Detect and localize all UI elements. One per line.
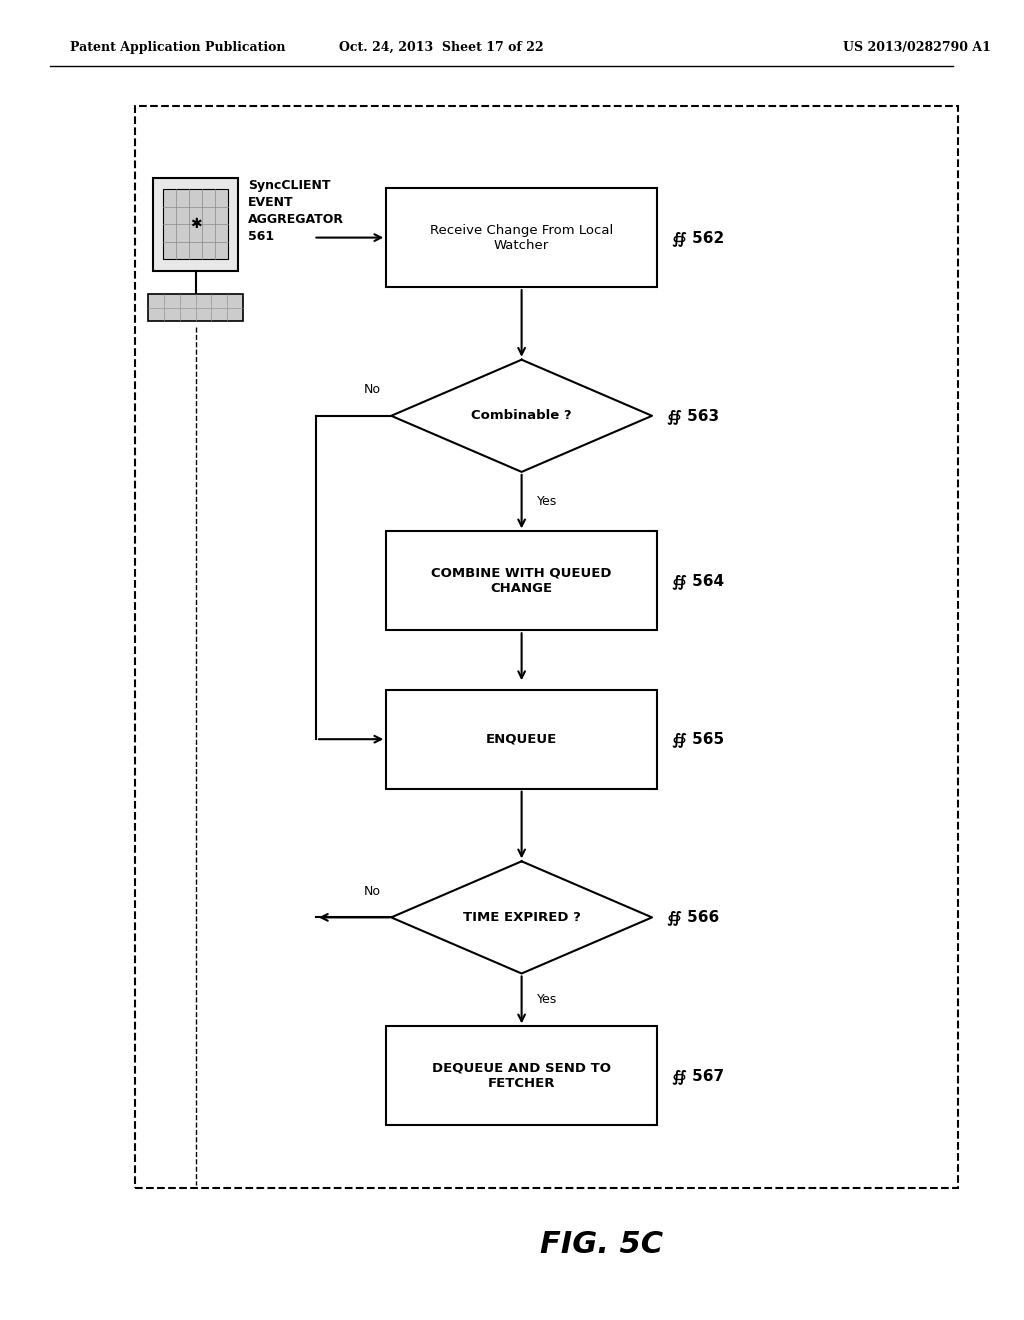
Text: ∯ 566: ∯ 566 xyxy=(667,909,719,925)
Bar xyxy=(153,178,239,271)
Bar xyxy=(135,106,958,1188)
Text: Oct. 24, 2013  Sheet 17 of 22: Oct. 24, 2013 Sheet 17 of 22 xyxy=(339,41,544,54)
Text: No: No xyxy=(365,383,381,396)
Text: ∯ 565: ∯ 565 xyxy=(672,731,724,747)
Text: ∯ 567: ∯ 567 xyxy=(672,1068,724,1084)
Text: Receive Change From Local
Watcher: Receive Change From Local Watcher xyxy=(430,223,613,252)
Text: COMBINE WITH QUEUED
CHANGE: COMBINE WITH QUEUED CHANGE xyxy=(431,566,612,595)
Text: SyncCLIENT
EVENT
AGGREGATOR
561: SyncCLIENT EVENT AGGREGATOR 561 xyxy=(248,180,344,243)
Polygon shape xyxy=(391,862,652,974)
Polygon shape xyxy=(391,359,652,471)
Text: Yes: Yes xyxy=(537,994,557,1006)
Bar xyxy=(386,531,657,630)
Text: ∯ 562: ∯ 562 xyxy=(672,230,724,246)
Text: ✱: ✱ xyxy=(189,218,202,231)
Text: Yes: Yes xyxy=(537,495,557,508)
Text: Combinable ?: Combinable ? xyxy=(471,409,572,422)
Text: US 2013/0282790 A1: US 2013/0282790 A1 xyxy=(843,41,990,54)
Bar xyxy=(163,190,228,260)
Bar xyxy=(386,189,657,288)
Text: Patent Application Publication: Patent Application Publication xyxy=(71,41,286,54)
Text: No: No xyxy=(365,884,381,898)
Bar xyxy=(147,294,244,321)
Text: DEQUEUE AND SEND TO
FETCHER: DEQUEUE AND SEND TO FETCHER xyxy=(432,1061,611,1090)
Text: ENQUEUE: ENQUEUE xyxy=(486,733,557,746)
Bar xyxy=(386,1027,657,1125)
Text: ∯ 564: ∯ 564 xyxy=(672,573,724,589)
Text: ∯ 563: ∯ 563 xyxy=(667,408,719,424)
Text: TIME EXPIRED ?: TIME EXPIRED ? xyxy=(463,911,581,924)
Text: FIG. 5C: FIG. 5C xyxy=(541,1230,664,1259)
Bar xyxy=(386,689,657,788)
